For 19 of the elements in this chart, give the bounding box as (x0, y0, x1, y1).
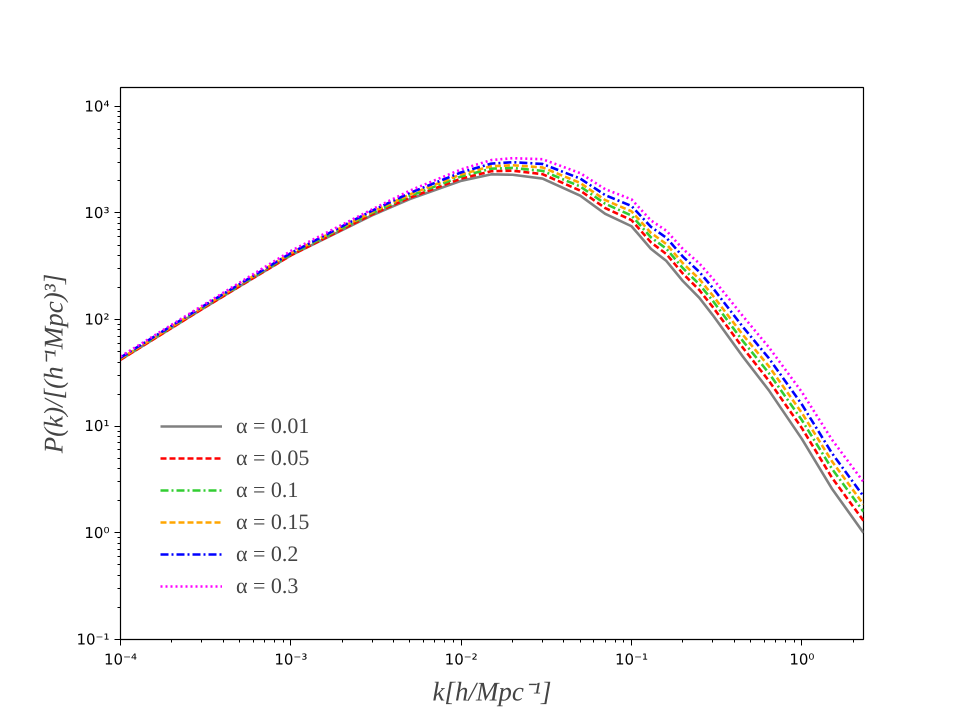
x-tick-label: 10⁻⁴ (104, 650, 138, 668)
x-tick-label: 10⁻³ (274, 650, 308, 668)
legend-label: α = 0.2 (236, 541, 298, 567)
legend-label: α = 0.01 (236, 413, 310, 439)
legend-label: α = 0.1 (236, 477, 298, 503)
y-tick-label: 10⁻¹ (76, 630, 110, 648)
y-tick-label: 10³ (84, 204, 110, 222)
y-tick-label: 10² (84, 310, 110, 329)
x-tick-label: 10⁰ (789, 650, 814, 668)
y-tick-label: 10⁴ (84, 97, 110, 116)
legend-label: α = 0.15 (236, 509, 310, 535)
y-axis-title: P(k)/[(h⁻¹Mpc)³] (38, 274, 68, 454)
y-tick-label: 10¹ (84, 417, 110, 436)
y-tick-label: 10⁰ (84, 524, 110, 542)
x-axis-title: k[h/Mpc⁻¹] (432, 676, 552, 706)
x-tick-label: 10⁻² (444, 650, 478, 668)
legend-label: α = 0.3 (236, 573, 298, 599)
x-tick-label: 10⁻¹ (615, 650, 648, 668)
legend-label: α = 0.05 (236, 445, 310, 471)
